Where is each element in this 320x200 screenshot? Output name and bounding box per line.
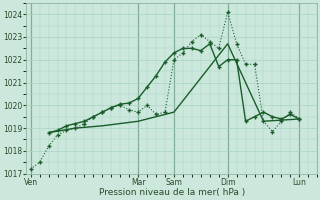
X-axis label: Pression niveau de la mer( hPa ): Pression niveau de la mer( hPa ) [99, 188, 245, 197]
